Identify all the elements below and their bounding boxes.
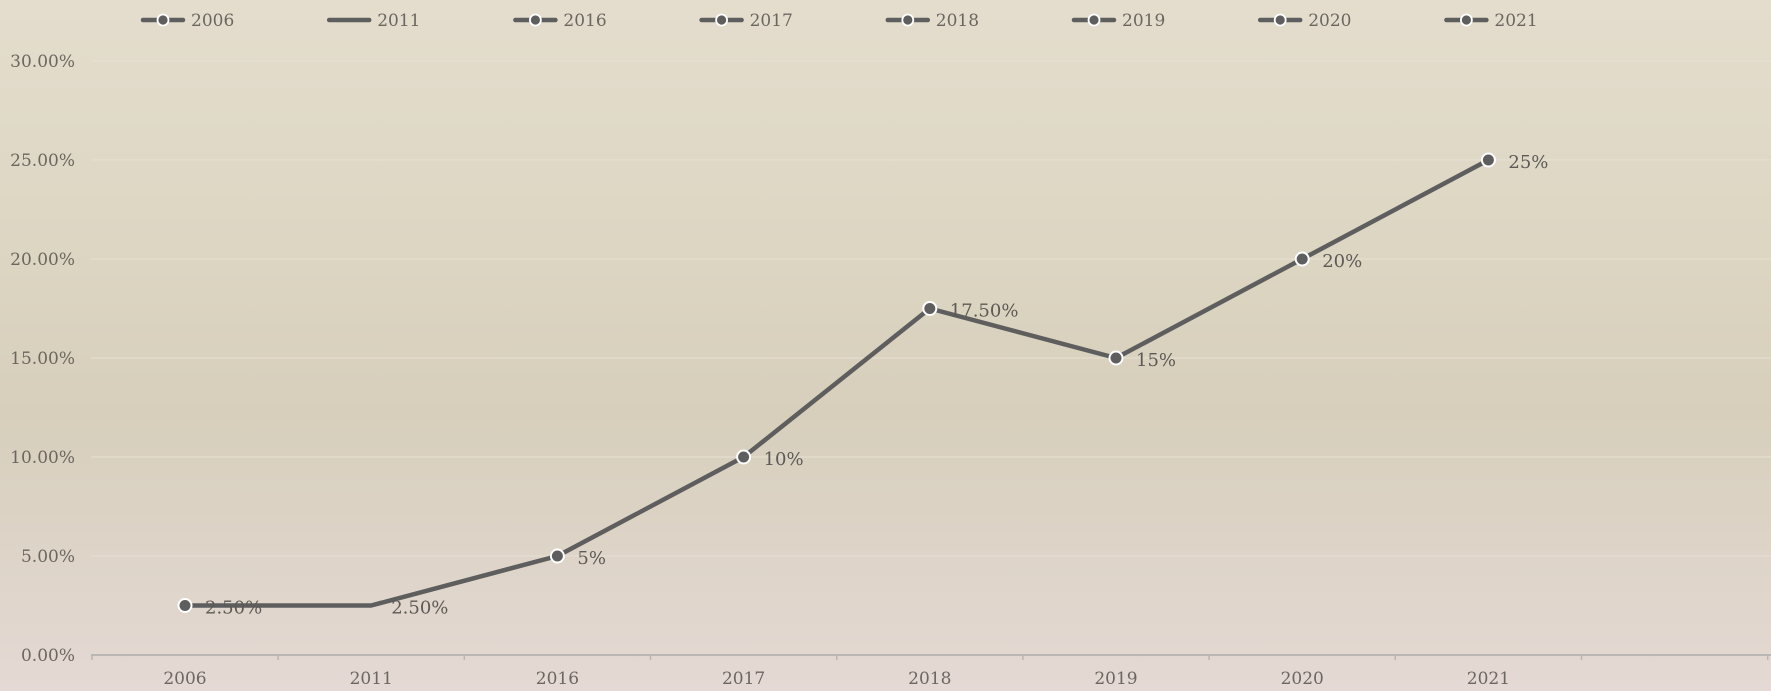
- series-line: [182, 157, 1491, 608]
- data-label: 17.50%: [950, 301, 1019, 322]
- data-point: [1480, 152, 1496, 168]
- legend-item: 2011: [326, 11, 420, 31]
- x-tick-label: 2016: [536, 669, 579, 689]
- legend-label: 2019: [1122, 11, 1165, 31]
- y-tick-label: 0.00%: [21, 646, 75, 666]
- legend-item: 2017: [699, 11, 793, 31]
- x-axis: 2006 2011 2016 2017 2018 2019 2020 2021: [91, 654, 1771, 689]
- data-label: 15%: [1136, 350, 1176, 371]
- legend-label: 2006: [191, 11, 234, 31]
- legend-swatch-marker: [529, 13, 542, 27]
- y-tick-label: 25.00%: [10, 151, 75, 171]
- data-point: [922, 301, 938, 316]
- y-tick-label: 20.00%: [10, 250, 75, 270]
- data-point: [549, 548, 565, 564]
- legend-item: 2020: [1257, 11, 1351, 31]
- data-point: [1108, 350, 1124, 366]
- x-tick-label: 2006: [163, 669, 206, 689]
- y-axis: 0.00% 5.00% 10.00% 15.00% 20.00% 25.00% 30.00%: [10, 52, 75, 666]
- legend-item: 2018: [885, 11, 979, 31]
- series: [177, 152, 1496, 613]
- legend-swatch-marker: [156, 13, 170, 27]
- x-tick-label: 2020: [1281, 669, 1324, 689]
- legend-swatch-marker: [901, 13, 915, 27]
- y-tick-label: 30.00%: [10, 52, 75, 72]
- legend-swatch-marker: [1273, 13, 1287, 27]
- data-label: 25%: [1508, 152, 1548, 173]
- y-tick-label: 15.00%: [10, 349, 75, 369]
- x-tick-label: 2018: [908, 669, 951, 689]
- legend-item: 2021: [1444, 11, 1538, 31]
- legend-label: 2021: [1494, 11, 1537, 31]
- data-point: [177, 598, 193, 613]
- legend-item: 2016: [513, 11, 607, 31]
- x-tick-label: 2019: [1094, 669, 1137, 689]
- data-label: 5%: [577, 548, 606, 569]
- legend-label: 2017: [750, 11, 793, 31]
- x-tick-label: 2017: [722, 669, 765, 689]
- data-labels: 2.50% 2.50% 5% 10% 17.50% 15% 20% 25%: [205, 152, 1548, 619]
- legend-label: 2016: [563, 11, 606, 31]
- legend-swatch-marker: [1087, 13, 1101, 27]
- x-tick-label: 2021: [1467, 669, 1510, 689]
- data-point: [736, 449, 752, 465]
- legend-label: 2018: [936, 11, 979, 31]
- data-label: 2.50%: [205, 598, 262, 619]
- legend-swatch-marker: [1460, 13, 1473, 27]
- y-tick-label: 10.00%: [10, 448, 75, 468]
- legend-item: 2019: [1071, 11, 1165, 31]
- data-label: 10%: [764, 449, 804, 470]
- legend-label: 2011: [377, 11, 420, 31]
- legend-item: 2006: [140, 11, 234, 31]
- legend-swatch-marker: [715, 13, 728, 27]
- data-label: 2.50%: [391, 598, 448, 619]
- data-point: [1294, 251, 1310, 267]
- y-tick-label: 5.00%: [21, 547, 75, 567]
- x-tick-label: 2011: [350, 669, 393, 689]
- legend: 2006 2011 2016 2017 2018 2019 2020 2021: [140, 11, 1538, 31]
- data-label: 20%: [1322, 251, 1362, 272]
- legend-label: 2020: [1308, 11, 1351, 31]
